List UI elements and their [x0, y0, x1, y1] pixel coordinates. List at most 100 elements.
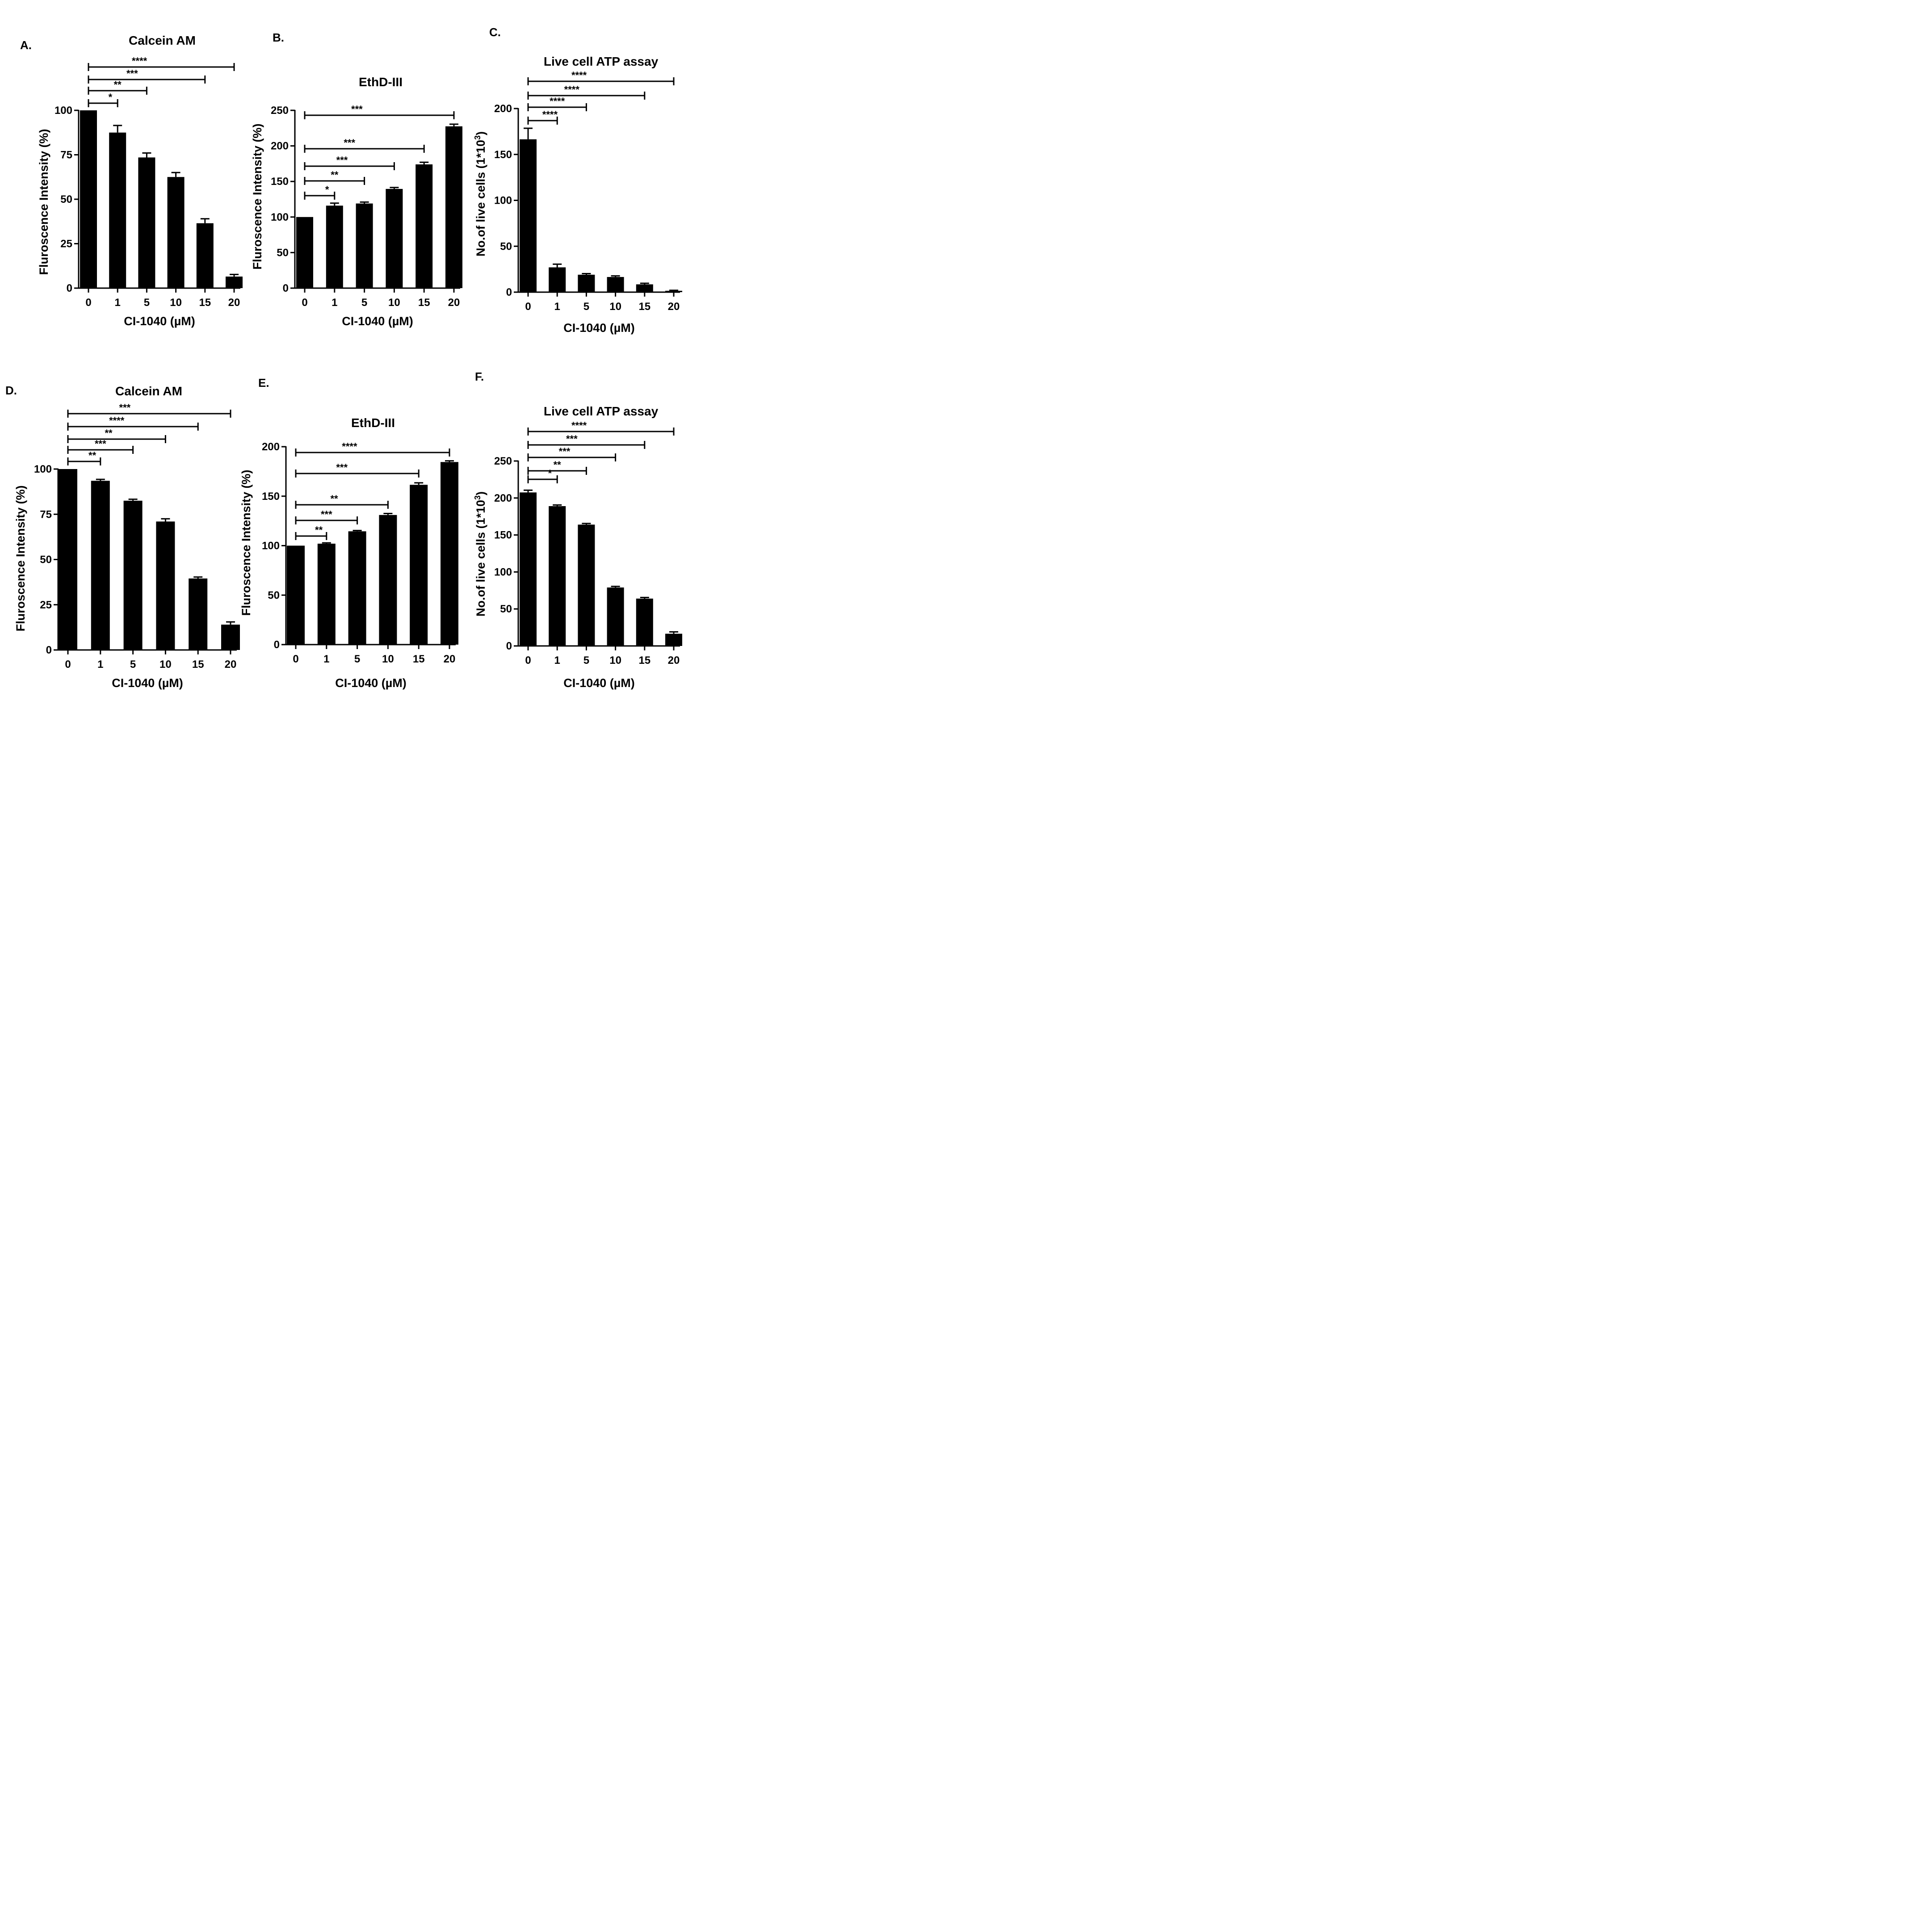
bar-20 — [221, 624, 240, 650]
y-tick-label: 50 — [60, 193, 72, 205]
bar-10 — [167, 177, 185, 288]
error-bar-10 — [171, 172, 180, 177]
x-axis-label: CI-1040 (µM) — [112, 676, 183, 690]
x-tick-label: 20 — [228, 297, 240, 309]
y-tick-label: 0 — [506, 286, 512, 298]
chart-title: Calcein AM — [115, 384, 182, 398]
panel-letter: A. — [20, 38, 32, 52]
significance-bracket — [88, 75, 206, 84]
error-bar-1 — [553, 504, 562, 507]
significance-label: *** — [95, 438, 106, 449]
x-tick-label: 10 — [609, 654, 621, 666]
significance-bracket — [527, 467, 587, 475]
error-bar-5 — [353, 530, 362, 532]
x-tick-label: 0 — [525, 301, 531, 313]
x-tick-label: 5 — [583, 654, 589, 666]
significance-bracket — [88, 99, 118, 107]
significance-bracket — [304, 162, 395, 170]
significance-bracket — [304, 177, 365, 185]
bar-15 — [636, 284, 653, 292]
significance-bracket — [527, 103, 587, 111]
significance-bracket — [295, 516, 358, 524]
y-tick-label: 100 — [271, 211, 289, 223]
x-tick-label: 15 — [638, 654, 651, 666]
bar-0 — [520, 492, 537, 646]
error-bar-20 — [226, 621, 235, 625]
bar-0 — [287, 545, 305, 645]
significance-label: ** — [554, 459, 562, 470]
significance-label: **** — [342, 441, 357, 452]
x-tick-label: 1 — [554, 301, 560, 313]
bar-5 — [138, 157, 155, 288]
y-tick-label: 250 — [494, 455, 512, 467]
x-tick-label: 0 — [85, 297, 91, 309]
significance-bracket — [304, 192, 336, 200]
y-axis-label: Fluroscence Intensity (%) — [251, 123, 264, 269]
error-bar-5 — [128, 499, 138, 501]
error-bar-15 — [640, 597, 649, 599]
y-tick-label: 25 — [60, 238, 72, 250]
bar-20 — [226, 277, 243, 288]
significance-label: ** — [330, 493, 338, 504]
significance-bracket — [527, 453, 617, 461]
significance-label: * — [548, 468, 552, 479]
error-bar-20 — [445, 460, 454, 462]
x-axis-label: CI-1040 (µM) — [342, 314, 413, 328]
significance-bracket — [527, 77, 675, 85]
significance-bracket — [88, 87, 147, 95]
y-tick-label: 200 — [494, 492, 512, 504]
significance-label: ** — [88, 450, 97, 461]
y-tick-label: 150 — [494, 529, 512, 541]
y-tick-label: 150 — [262, 490, 280, 503]
significance-label: **** — [564, 84, 580, 95]
significance-label: **** — [542, 109, 558, 120]
significance-label: **** — [132, 55, 147, 67]
significance-label: **** — [550, 96, 565, 107]
y-tick-label: 100 — [55, 105, 72, 117]
bar-5 — [578, 274, 595, 292]
x-tick-label: 10 — [609, 301, 621, 313]
significance-label: *** — [351, 104, 363, 115]
x-tick-label: 0 — [65, 658, 71, 671]
x-tick-label: 15 — [418, 297, 430, 309]
error-bar-1 — [330, 202, 339, 206]
bar-10 — [156, 521, 175, 650]
error-bar-1 — [96, 478, 105, 481]
bar-15 — [410, 485, 428, 645]
y-tick-label: 0 — [46, 644, 52, 656]
bar-1 — [549, 506, 566, 646]
x-tick-label: 20 — [668, 301, 680, 313]
significance-bracket — [527, 92, 646, 100]
significance-label: *** — [321, 509, 332, 520]
bar-1 — [326, 205, 343, 288]
significance-bracket — [527, 117, 558, 125]
bar-15 — [189, 578, 208, 650]
significance-label: **** — [571, 70, 587, 81]
error-bar-0 — [524, 489, 533, 493]
error-bar-20 — [669, 631, 678, 634]
significance-bracket — [67, 435, 166, 443]
error-bar-10 — [390, 187, 399, 189]
significance-label: *** — [336, 462, 348, 473]
y-tick-label: 0 — [506, 640, 512, 652]
significance-label: **** — [109, 415, 125, 426]
significance-bracket — [295, 469, 420, 478]
significance-label: ** — [331, 169, 339, 180]
bar-0 — [520, 139, 537, 292]
error-bar-0 — [524, 127, 533, 139]
bar-1 — [317, 544, 336, 645]
y-tick-label: 100 — [262, 540, 280, 552]
significance-label: *** — [559, 446, 571, 457]
y-tick-label: 0 — [67, 282, 72, 294]
x-tick-label: 1 — [332, 297, 337, 309]
significance-bracket — [527, 475, 558, 483]
panel-letter: F. — [475, 370, 484, 383]
x-tick-label: 20 — [668, 654, 680, 666]
x-tick-label: 5 — [130, 658, 136, 671]
bar-1 — [109, 132, 126, 288]
bar-20 — [665, 290, 682, 292]
error-bar-10 — [161, 518, 170, 522]
y-tick-label: 50 — [268, 589, 280, 601]
y-axis-label: No.of live cells (1*103) — [473, 491, 487, 616]
